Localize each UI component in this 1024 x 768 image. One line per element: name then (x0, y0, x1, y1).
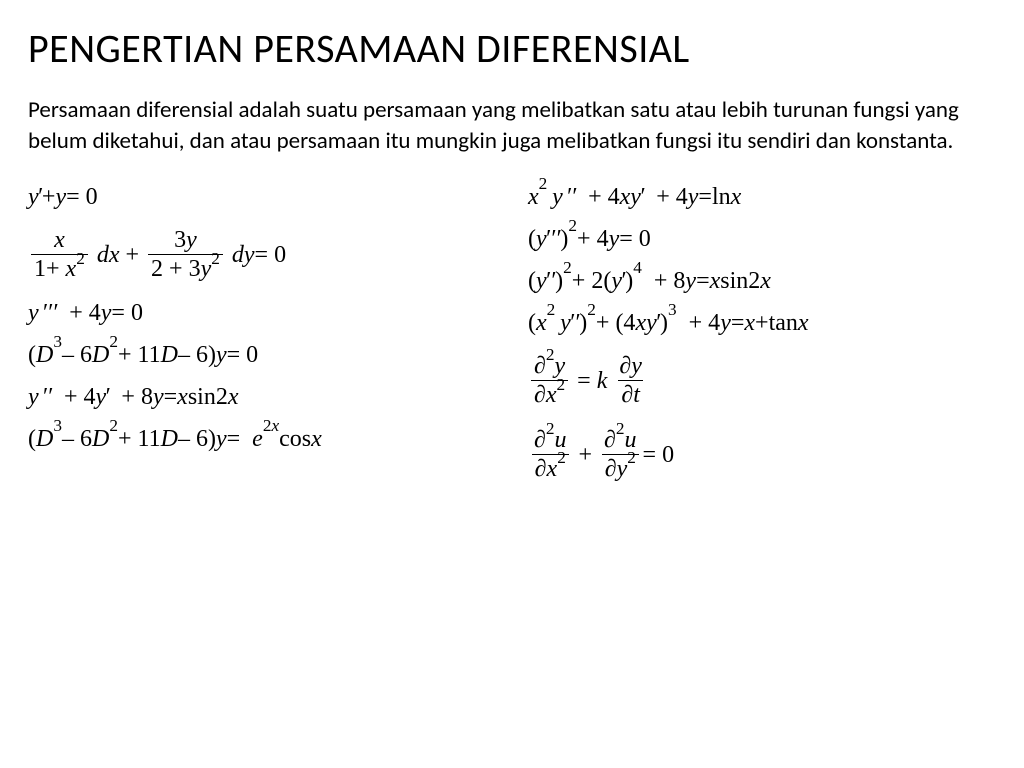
page-title: PENGERTIAN PERSAMAAN DIFERENSIAL (28, 24, 996, 73)
fraction: ∂2y ∂x2 (531, 353, 568, 409)
equation-R5: ∂2y ∂x2 = k ∂y ∂t (528, 353, 996, 409)
equation-L1: y′+ y = 0 (28, 185, 488, 209)
equations-area: y′+ y = 0 x 1+ x2 dx + 3y 2 + 3y2 dy = 0 (28, 185, 996, 483)
slide: PENGERTIAN PERSAMAAN DIFERENSIAL Persama… (0, 0, 1024, 768)
fraction: 3y 2 + 3y2 (148, 227, 223, 283)
equation-L6: (D3 – 6D2 + 11D – 6)y = e2x cos x (28, 427, 488, 451)
equation-L3: y ′′′ + 4y = 0 (28, 301, 488, 325)
equations-left-column: y′+ y = 0 x 1+ x2 dx + 3y 2 + 3y2 dy = 0 (28, 185, 488, 483)
fraction: ∂y ∂t (616, 353, 645, 409)
equations-right-column: x2 y ′′ + 4xy′ + 4y = ln x (y′′′)2 + 4y … (528, 185, 996, 483)
equation-R6: ∂2u ∂x2 + ∂2u ∂y2 = 0 (528, 427, 996, 483)
definition-paragraph: Persamaan diferensial adalah suatu persa… (28, 95, 996, 157)
equation-R1: x2 y ′′ + 4xy′ + 4y = ln x (528, 185, 996, 209)
equation-R2: (y′′′)2 + 4y = 0 (528, 227, 996, 251)
fraction: x 1+ x2 (31, 227, 88, 283)
equation-R3: (y′′)2 + 2(y′)4 + 8y = x sin 2x (528, 269, 996, 293)
fraction: ∂2u ∂y2 (601, 427, 640, 483)
equation-R4: (x2 y′′)2 + (4xy′)3 + 4y = x + tan x (528, 311, 996, 335)
equation-L5: y ′′ + 4y′ + 8y = x sin 2x (28, 385, 488, 409)
fraction: ∂2u ∂x2 (531, 427, 570, 483)
equation-L2: x 1+ x2 dx + 3y 2 + 3y2 dy = 0 (28, 227, 488, 283)
equation-L4: (D3 – 6D2 + 11D – 6)y = 0 (28, 343, 488, 367)
